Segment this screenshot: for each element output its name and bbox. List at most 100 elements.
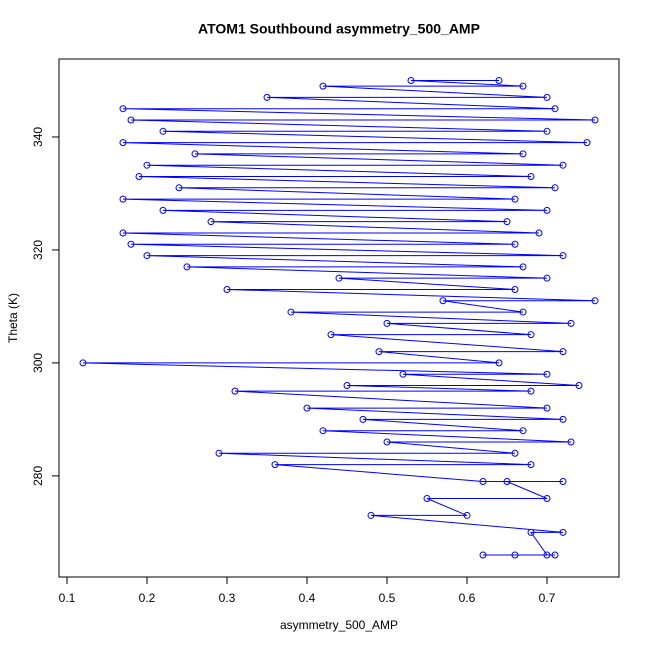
data-point (559, 348, 567, 356)
data-point (543, 127, 551, 135)
y-tick-label: 340 (31, 127, 45, 147)
chart-title: ATOM1 Southbound asymmetry_500_AMP (198, 21, 480, 37)
data-point (551, 184, 559, 192)
data-point (511, 449, 519, 457)
data-point (399, 370, 407, 378)
data-point (567, 438, 575, 446)
data-point (439, 297, 447, 305)
data-point (503, 218, 511, 226)
data-point (559, 161, 567, 169)
data-point (559, 528, 567, 536)
data-point (271, 461, 279, 469)
data-point (495, 76, 503, 84)
data-point (503, 478, 511, 486)
data-point (127, 116, 135, 124)
data-point (495, 359, 503, 367)
data-point (367, 511, 375, 519)
data-point (511, 285, 519, 293)
data-point (287, 308, 295, 316)
x-tick-label: 0.2 (139, 591, 156, 605)
data-point (543, 274, 551, 282)
data-point (231, 387, 239, 395)
data-point (159, 206, 167, 214)
data-point (575, 382, 583, 390)
data-point (343, 382, 351, 390)
data-point (375, 348, 383, 356)
data-point (519, 308, 527, 316)
data-point (543, 494, 551, 502)
data-point (479, 478, 487, 486)
data-line (82, 79, 596, 556)
x-tick-label: 0.4 (299, 591, 316, 605)
plot-frame (58, 58, 620, 578)
data-point (383, 438, 391, 446)
data-point (223, 285, 231, 293)
data-point (319, 82, 327, 90)
data-point (551, 105, 559, 113)
data-point (383, 319, 391, 327)
data-point (463, 511, 471, 519)
x-tick-label: 0.1 (59, 591, 76, 605)
data-point (359, 415, 367, 423)
data-point (191, 150, 199, 158)
data-point (527, 461, 535, 469)
data-point (143, 252, 151, 260)
data-point (567, 319, 575, 327)
x-tick-label: 0.5 (379, 591, 396, 605)
data-point (263, 93, 271, 101)
data-point (511, 551, 519, 559)
x-tick-label: 0.6 (459, 591, 476, 605)
data-point (127, 240, 135, 248)
data-point (407, 76, 415, 84)
data-point (527, 387, 535, 395)
data-point (215, 449, 223, 457)
data-point (543, 551, 551, 559)
y-tick-label: 280 (31, 466, 45, 486)
data-point (527, 172, 535, 180)
data-point (583, 139, 591, 147)
data-point (519, 427, 527, 435)
y-tick-label: 320 (31, 240, 45, 260)
data-point (119, 139, 127, 147)
data-point (119, 229, 127, 237)
data-point (511, 240, 519, 248)
data-point (527, 331, 535, 339)
data-point (519, 82, 527, 90)
data-point (519, 150, 527, 158)
data-point (535, 229, 543, 237)
y-axis-label: Theta (K) (6, 293, 20, 343)
data-point (327, 331, 335, 339)
data-point (479, 551, 487, 559)
data-point (183, 263, 191, 271)
data-point (175, 184, 183, 192)
data-point (527, 528, 535, 536)
data-point (543, 404, 551, 412)
data-point (591, 297, 599, 305)
data-point (79, 359, 87, 367)
data-point (543, 206, 551, 214)
data-point (551, 551, 559, 559)
data-point (559, 478, 567, 486)
data-point (319, 427, 327, 435)
data-point (559, 252, 567, 260)
x-axis-label: asymmetry_500_AMP (280, 618, 398, 632)
data-point (303, 404, 311, 412)
data-point (423, 494, 431, 502)
data-point (559, 415, 567, 423)
data-point (119, 195, 127, 203)
data-point (135, 172, 143, 180)
data-point (159, 127, 167, 135)
data-point (143, 161, 151, 169)
data-point (335, 274, 343, 282)
data-point (543, 93, 551, 101)
data-point (207, 218, 215, 226)
data-point (119, 105, 127, 113)
y-tick-label: 300 (31, 353, 45, 373)
x-tick-label: 0.7 (539, 591, 556, 605)
data-point (511, 195, 519, 203)
data-point (543, 370, 551, 378)
x-tick-label: 0.3 (219, 591, 236, 605)
data-point (591, 116, 599, 124)
data-point (519, 263, 527, 271)
